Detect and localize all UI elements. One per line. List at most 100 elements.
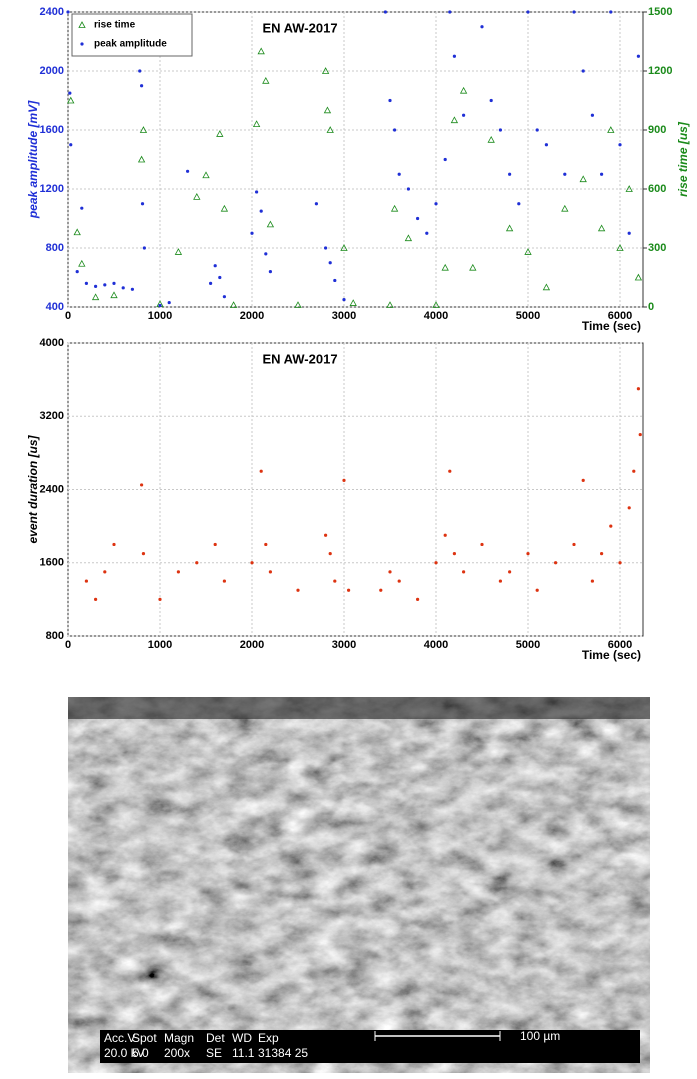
info-label: WD xyxy=(232,1031,252,1045)
plot-area xyxy=(67,342,644,637)
point xyxy=(80,206,84,210)
point xyxy=(222,579,226,583)
point xyxy=(209,281,213,285)
point xyxy=(590,113,595,117)
point xyxy=(213,264,217,268)
point xyxy=(638,432,642,437)
point xyxy=(544,143,549,147)
y-tick-label: 2400 xyxy=(40,483,64,495)
y2-tick-label: 300 xyxy=(648,242,666,254)
y2-tick-label: 900 xyxy=(648,124,666,136)
point xyxy=(262,76,270,84)
point xyxy=(333,278,337,283)
point xyxy=(434,202,438,206)
point xyxy=(572,10,576,14)
x-tick-label: 2000 xyxy=(240,310,264,322)
point xyxy=(333,579,337,583)
point xyxy=(142,246,146,250)
point xyxy=(220,204,229,212)
y-tick-label: 4000 xyxy=(40,337,64,349)
point xyxy=(379,588,383,592)
point xyxy=(112,542,116,547)
point xyxy=(202,171,210,179)
legend-box xyxy=(71,13,193,57)
legend-marker xyxy=(78,21,86,28)
point xyxy=(66,10,70,14)
point xyxy=(140,483,144,487)
x-tick-label: 6000 xyxy=(608,639,632,651)
point xyxy=(441,263,449,271)
y-axis-label: event duration [us] xyxy=(26,434,40,543)
point xyxy=(526,551,530,556)
point xyxy=(140,84,144,88)
point xyxy=(616,244,624,251)
point xyxy=(459,86,468,94)
point xyxy=(607,126,615,133)
sem-edge xyxy=(68,697,650,719)
point xyxy=(296,588,300,592)
point xyxy=(462,113,466,117)
point xyxy=(526,10,530,14)
y2-tick-label: 600 xyxy=(648,183,666,195)
point xyxy=(314,202,318,206)
chart-title: EN AW-2017 xyxy=(262,351,337,366)
point xyxy=(193,193,201,200)
point xyxy=(69,143,73,147)
point xyxy=(174,248,183,255)
point xyxy=(195,561,199,565)
point xyxy=(425,231,429,235)
point xyxy=(508,570,512,574)
point xyxy=(222,295,226,299)
point xyxy=(266,220,275,228)
point xyxy=(542,283,551,291)
point xyxy=(636,54,641,58)
info-label: Exp xyxy=(258,1031,279,1045)
point xyxy=(326,126,334,133)
y-tick-label: 2400 xyxy=(40,6,64,18)
point xyxy=(229,301,238,308)
point xyxy=(609,524,613,528)
info-label: Spot xyxy=(132,1031,157,1045)
legend-marker xyxy=(80,42,84,46)
point xyxy=(250,561,254,565)
point xyxy=(121,286,125,290)
point xyxy=(264,542,268,547)
point xyxy=(158,597,162,601)
point xyxy=(498,579,502,583)
info-label: Det xyxy=(206,1031,225,1045)
point xyxy=(618,561,622,565)
y-tick-label: 3200 xyxy=(40,410,64,422)
point xyxy=(328,551,332,556)
x-tick-label: 0 xyxy=(65,310,71,322)
point xyxy=(448,469,452,473)
point xyxy=(138,69,142,73)
y-tick-label: 400 xyxy=(46,301,64,313)
info-label: Magn xyxy=(164,1031,194,1045)
point xyxy=(78,259,86,267)
point xyxy=(340,244,348,251)
x-tick-label: 1000 xyxy=(148,639,172,651)
point xyxy=(448,10,452,14)
point xyxy=(498,128,502,132)
point xyxy=(75,270,79,274)
point xyxy=(600,551,604,556)
point xyxy=(112,281,116,285)
point xyxy=(625,185,633,192)
point xyxy=(328,261,332,265)
x-axis-label: Time (sec) xyxy=(582,319,641,333)
y-tick-label: 1600 xyxy=(40,557,64,569)
point xyxy=(103,283,107,287)
y-axis-label: peak amplitude [mV] xyxy=(26,100,40,219)
point xyxy=(452,54,456,58)
point xyxy=(517,202,521,206)
point xyxy=(250,231,254,235)
point xyxy=(176,570,180,574)
point xyxy=(264,252,268,256)
point xyxy=(67,96,75,104)
point xyxy=(388,98,392,103)
point xyxy=(139,126,148,133)
point xyxy=(324,533,328,537)
y2-tick-label: 0 xyxy=(648,301,654,313)
info-value: 200x xyxy=(164,1046,190,1060)
